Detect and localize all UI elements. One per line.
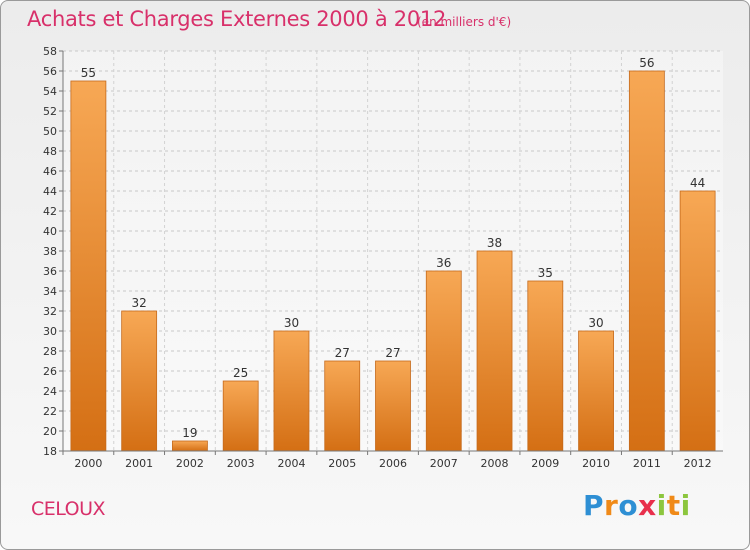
x-tick-label-2002: 2002 [176,457,204,470]
x-tick-label-2004: 2004 [277,457,305,470]
value-label-2004: 30 [284,316,299,330]
value-label-2009: 35 [538,266,553,280]
y-tick-label: 22 [43,405,57,418]
value-label-2010: 30 [588,316,603,330]
bars [70,70,716,452]
y-tick-label: 40 [43,225,57,238]
x-tick-label-2000: 2000 [74,457,102,470]
logo-letter: r [604,489,619,522]
bar-2003[interactable] [222,380,259,452]
y-tick-label: 56 [43,65,57,78]
x-tick-label-2005: 2005 [328,457,356,470]
y-tick-label: 26 [43,365,57,378]
bar-2011[interactable] [628,70,665,452]
labels: 18 20 22 24 26 28 30 32 34 36 38 40 42 44 46 48 50 52 54 56… [43,45,712,470]
proxiti-logo[interactable]: Proxiti [583,489,691,522]
logo-letter: i [656,489,667,522]
x-tick-label-2001: 2001 [125,457,153,470]
y-tick-label: 18 [43,445,57,458]
y-tick-label: 34 [43,285,57,298]
y-tick-label: 58 [43,45,57,58]
value-label-2006: 27 [385,346,400,360]
value-label-2000: 55 [81,66,96,80]
value-label-2001: 32 [132,296,147,310]
bar-2001[interactable] [121,310,158,452]
value-label-2011: 56 [639,56,654,70]
bar-2007[interactable] [425,270,462,452]
y-tick-label: 48 [43,145,57,158]
x-tick-label-2011: 2011 [633,457,661,470]
bar-2008[interactable] [476,250,513,452]
y-tick-label: 52 [43,105,57,118]
bar-2002[interactable] [172,440,208,452]
y-tick-label: 30 [43,325,57,338]
x-tick-label-2008: 2008 [481,457,509,470]
bar-2000[interactable] [70,80,107,452]
y-tick-label: 32 [43,305,57,318]
x-tick-label-2007: 2007 [430,457,458,470]
bar-2004[interactable] [273,330,310,452]
bar-2012[interactable] [679,190,716,452]
y-tick-label: 50 [43,125,57,138]
logo-letter: i [680,489,691,522]
bar-2005[interactable] [324,360,361,452]
logo-letter: P [583,489,605,522]
y-tick-label: 28 [43,345,57,358]
y-tick-label: 38 [43,245,57,258]
y-tick-label: 44 [43,185,57,198]
chart-unit: (en milliers d'€) [417,15,512,29]
chart-title: Achats et Charges Externes 2000 à 2012 [27,7,447,31]
y-tick-label: 20 [43,425,57,438]
value-label-2008: 38 [487,236,502,250]
value-label-2012: 44 [690,176,705,190]
x-tick-label-2010: 2010 [582,457,610,470]
y-tick-label: 54 [43,85,57,98]
bar-2006[interactable] [375,360,411,452]
x-tick-label-2006: 2006 [379,457,407,470]
x-tick-label-2012: 2012 [684,457,712,470]
y-tick-label: 36 [43,265,57,278]
axes [59,50,723,455]
value-label-2007: 36 [436,256,451,270]
logo-letter: x [638,489,657,522]
y-tick-label: 42 [43,205,57,218]
y-tick-label: 24 [43,385,57,398]
value-label-2003: 25 [233,366,248,380]
logo-letter: t [666,489,681,522]
bar-2010[interactable] [578,330,614,452]
x-tick-label-2009: 2009 [531,457,559,470]
logo-letter: o [618,489,639,522]
place-name: CELOUX [31,498,106,520]
bar-2009[interactable] [527,280,564,452]
value-label-2005: 27 [335,346,350,360]
y-tick-label: 46 [43,165,57,178]
value-label-2002: 19 [182,426,197,440]
x-tick-label-2003: 2003 [227,457,255,470]
